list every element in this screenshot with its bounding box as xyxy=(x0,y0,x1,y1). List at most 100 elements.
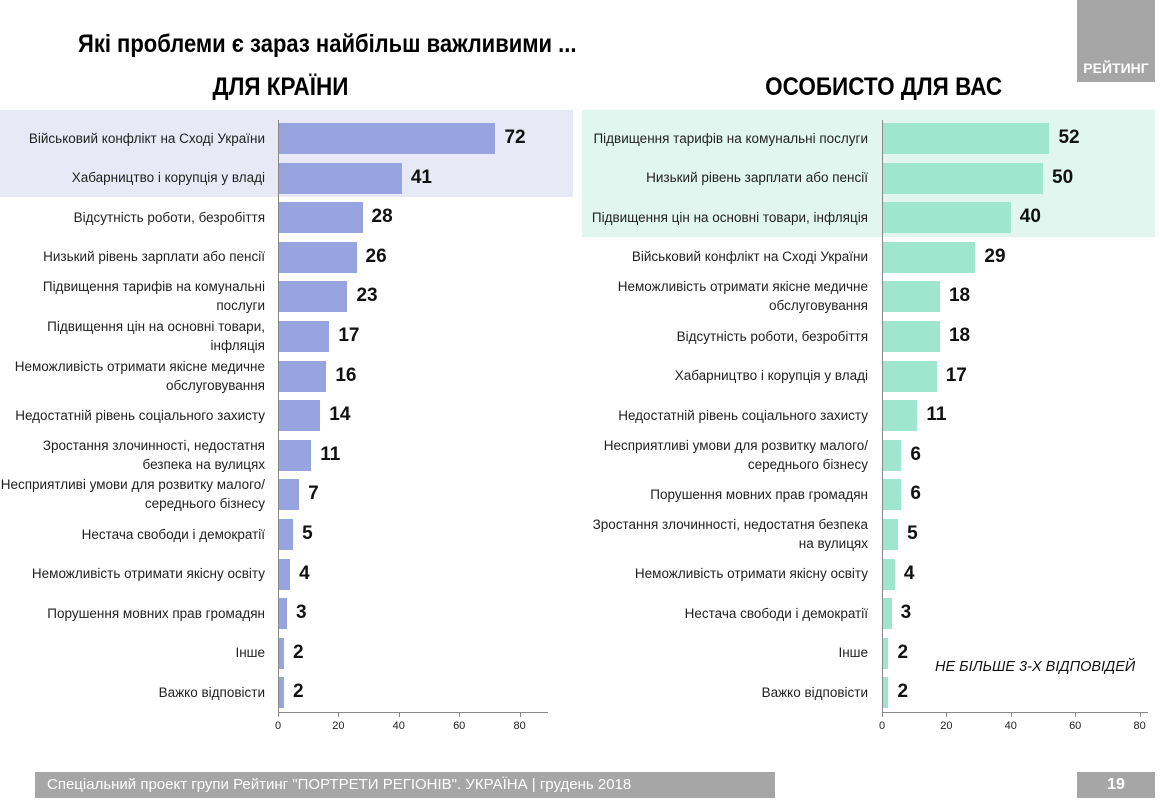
right-value-label: 6 xyxy=(910,443,921,465)
left-bar xyxy=(278,598,288,630)
left-category-label: Важко відповісти xyxy=(158,684,265,700)
right-bar xyxy=(882,123,1050,154)
left-value-label: 3 xyxy=(296,602,307,624)
left-value-label: 16 xyxy=(335,364,357,386)
rating-logo: РЕЙТИНГ xyxy=(1077,0,1155,82)
right-tick-label: 60 xyxy=(1069,720,1082,732)
left-tick-label: 20 xyxy=(332,720,345,732)
left-bar xyxy=(278,439,312,471)
left-category-label: Неможливість отримати якісну освіту xyxy=(31,566,265,582)
left-tick-label: 60 xyxy=(453,720,466,732)
right-value-label: 5 xyxy=(907,523,918,544)
right-highlight xyxy=(582,110,1155,237)
left-bar xyxy=(278,241,357,273)
right-tick-mark xyxy=(1075,712,1077,717)
right-category-label: Важко відповісти xyxy=(761,684,868,700)
right-category-label: Інше xyxy=(838,645,868,661)
right-bar xyxy=(882,637,889,669)
right-tick-label: 40 xyxy=(1004,720,1017,732)
right-value-label: 50 xyxy=(1052,166,1074,188)
slide-title: Які проблеми є зараз найбільш важливими … xyxy=(78,30,577,58)
right-bar xyxy=(882,598,892,630)
left-value-label: 72 xyxy=(504,127,526,148)
right-category-label: Неможливість отримати якісне медичне обс… xyxy=(617,279,868,314)
left-bar xyxy=(278,400,321,432)
left-tick-mark xyxy=(459,712,461,717)
right-value-label: 2 xyxy=(897,681,909,703)
left-value-label: 17 xyxy=(338,325,360,346)
left-bar xyxy=(278,558,291,590)
footer: Спеціальний проект групи Рейтинг "ПОРТРЕ… xyxy=(35,772,775,798)
left-tick-mark xyxy=(398,712,400,717)
right-value-label: 6 xyxy=(910,483,921,505)
right-category-label: Нестача свободи і демократії xyxy=(684,605,868,621)
left-category-label: Хабарництво і корупція у владі xyxy=(71,170,265,186)
right-bar xyxy=(882,479,902,511)
left-category-label: Підвищення цін на основні товари, інфляц… xyxy=(47,319,265,353)
note: НЕ БІЛЬШЕ 3-Х ВІДПОВІДЕЙ xyxy=(935,659,1136,675)
right-value-label: 52 xyxy=(1058,127,1080,148)
left-value-label: 11 xyxy=(320,443,341,465)
right-value-label: 18 xyxy=(948,285,971,307)
right-bar xyxy=(882,519,899,550)
right-value-label: 17 xyxy=(945,364,967,386)
left-category-label: Недостатній рівень соціального захисту xyxy=(15,407,265,423)
right-x-axis xyxy=(882,712,1148,713)
left-category-label: Відсутність роботи, безробіття xyxy=(73,209,265,225)
left-value-label: 14 xyxy=(329,404,351,426)
right-value-label: 3 xyxy=(900,602,912,624)
right-category-label: Несприятливі умови для розвитку малого/с… xyxy=(603,437,868,472)
right-category-label: Зростання злочинності, недостатня безпек… xyxy=(592,517,868,551)
right-bar xyxy=(882,162,1043,194)
left-category-label: Несприятливі умови для розвитку малого/с… xyxy=(0,477,265,512)
left-bar xyxy=(278,123,496,154)
left-x-axis xyxy=(278,712,548,713)
right-category-label: Підвищення цін на основні товари, інфляц… xyxy=(591,209,868,225)
left-category-label: Неможливість отримати якісне медичне обс… xyxy=(14,358,265,393)
right-category-label: Відсутність роботи, безробіття xyxy=(676,328,868,344)
right-bar xyxy=(882,400,918,432)
left-category-label: Інше xyxy=(235,645,265,661)
left-category-label: Порушення мовних прав громадян xyxy=(47,605,265,621)
left-tick-mark xyxy=(519,712,521,717)
right-bar xyxy=(882,558,895,590)
right-category-label: Військовий конфлікт на Сході України xyxy=(631,249,868,265)
left-tick-mark xyxy=(338,712,340,717)
right-value-label: 4 xyxy=(903,562,915,584)
right-category-label: Підвищення тарифів на комунальні послуги xyxy=(593,130,868,146)
right-value-label: 2 xyxy=(897,641,909,663)
left-value-label: 7 xyxy=(308,483,319,505)
left-bar xyxy=(278,677,285,709)
left-bar xyxy=(278,202,363,234)
right-chart-title: ОСОБИСТО ДЛЯ ВАС xyxy=(765,73,1003,101)
left-bar xyxy=(278,321,330,352)
right-category-label: Неможливість отримати якісну освіту xyxy=(634,566,868,582)
left-bar xyxy=(278,360,327,392)
left-tick-mark xyxy=(278,712,279,717)
left-chart-title: ДЛЯ КРАЇНИ xyxy=(212,73,349,101)
right-category-label: Низький рівень зарплати або пенсії xyxy=(646,170,868,186)
left-bar xyxy=(278,479,300,511)
right-category-label: Недостатній рівень соціального захисту xyxy=(618,407,868,423)
right-bar xyxy=(882,241,976,273)
right-bar xyxy=(882,321,940,352)
left-value-label: 28 xyxy=(371,206,393,228)
left-category-label: Підвищення тарифів на комунальні послуги xyxy=(42,279,265,314)
right-value-label: 40 xyxy=(1019,206,1041,228)
right-tick-label: 0 xyxy=(878,720,886,732)
right-tick-mark xyxy=(946,712,948,717)
right-tick-label: 80 xyxy=(1133,720,1146,732)
right-value-label: 11 xyxy=(926,404,947,426)
left-category-label: Низький рівень зарплати або пенсії xyxy=(43,249,265,265)
right-bar xyxy=(882,202,1011,234)
right-tick-mark xyxy=(1139,712,1141,717)
right-bar xyxy=(882,677,889,709)
right-tick-mark xyxy=(882,712,883,717)
left-category-label: Зростання злочинності, недостатня безпек… xyxy=(42,437,265,472)
left-tick-label: 80 xyxy=(513,720,526,732)
right-y-axis xyxy=(882,120,883,712)
right-value-label: 18 xyxy=(948,325,971,346)
right-bar xyxy=(882,281,940,313)
right-category-label: Порушення мовних прав громадян xyxy=(650,486,868,502)
right-value-label: 29 xyxy=(984,245,1006,267)
